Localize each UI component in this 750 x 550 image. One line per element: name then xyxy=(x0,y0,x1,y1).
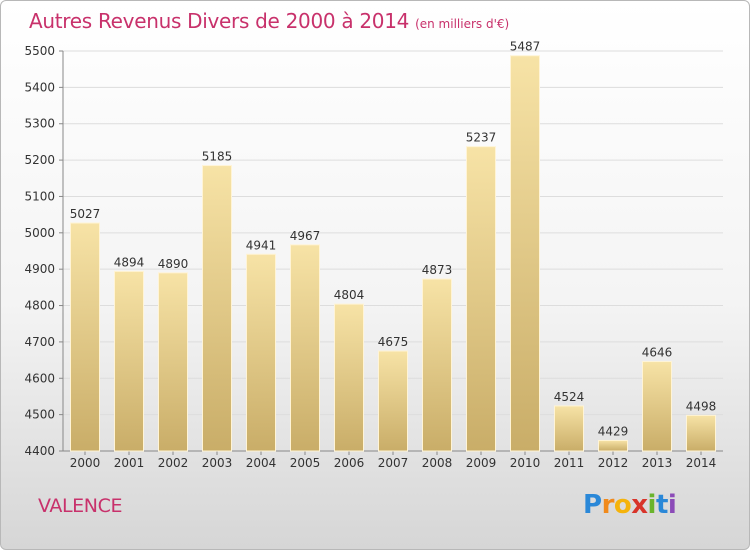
bar xyxy=(510,55,540,452)
bar xyxy=(70,222,100,452)
logo-letter: x xyxy=(631,490,648,520)
bar xyxy=(422,278,452,452)
bar xyxy=(202,165,232,452)
y-tick-label: 5300 xyxy=(24,117,55,131)
bar-value-label: 4873 xyxy=(422,263,453,277)
x-tick-label: 2014 xyxy=(686,456,717,470)
bar xyxy=(246,253,276,452)
x-tick-label: 2000 xyxy=(70,456,101,470)
y-tick-label: 5500 xyxy=(24,44,55,58)
x-tick-label: 2010 xyxy=(510,456,541,470)
x-tick-label: 2004 xyxy=(246,456,277,470)
y-tick-label: 5200 xyxy=(24,153,55,167)
city-name: VALENCE xyxy=(38,495,123,517)
x-tick-label: 2009 xyxy=(466,456,497,470)
y-tick-label: 5000 xyxy=(24,226,55,240)
y-tick-label: 5100 xyxy=(24,189,55,203)
bar-value-label: 4804 xyxy=(334,288,365,302)
bar xyxy=(686,414,716,452)
bar xyxy=(114,270,144,452)
logo-letter: o xyxy=(613,490,632,520)
chart-title-text: Autres Revenus Divers de 2000 à 2014 xyxy=(29,9,410,33)
bar-value-label: 4941 xyxy=(246,238,277,252)
x-tick-label: 2011 xyxy=(554,456,585,470)
x-tick-label: 2002 xyxy=(158,456,189,470)
bar-value-label: 4646 xyxy=(642,346,673,360)
bar-value-label: 4890 xyxy=(158,257,189,271)
logo-letter: i xyxy=(667,490,677,520)
labels: 4400 4500 4600 4700 4800 4900 5000 5100 5200 5300… xyxy=(24,40,716,470)
logo-letter: P xyxy=(583,490,602,520)
bar xyxy=(290,244,320,452)
bar-value-label: 4498 xyxy=(686,399,717,413)
proxiti-logo: Proxiti xyxy=(583,490,677,520)
bar xyxy=(598,439,628,452)
x-tick-label: 2008 xyxy=(422,456,453,470)
bars xyxy=(70,55,716,452)
bar xyxy=(554,405,584,452)
y-tick-label: 4500 xyxy=(24,408,55,422)
logo-letter: t xyxy=(655,490,668,520)
chart-subtitle: (en milliers d'€) xyxy=(415,17,510,31)
x-tick-label: 2003 xyxy=(202,456,233,470)
y-tick-label: 5400 xyxy=(24,80,55,94)
logo-letter: r xyxy=(601,490,615,520)
x-tick-label: 2001 xyxy=(114,456,145,470)
y-tick-label: 4600 xyxy=(24,371,55,385)
bar xyxy=(158,272,188,452)
bar xyxy=(334,303,364,452)
x-tick-label: 2012 xyxy=(598,456,629,470)
bar-value-label: 4524 xyxy=(554,390,585,404)
y-tick-label: 4900 xyxy=(24,262,55,276)
bar-value-label: 5237 xyxy=(466,131,497,145)
y-tick-label: 4800 xyxy=(24,299,55,313)
bar xyxy=(378,350,408,452)
bar-value-label: 5487 xyxy=(510,40,541,54)
y-tick-label: 4700 xyxy=(24,335,55,349)
bar-value-label: 5185 xyxy=(202,150,233,164)
bar xyxy=(642,361,672,452)
x-tick-label: 2007 xyxy=(378,456,409,470)
chart-title: Autres Revenus Divers de 2000 à 2014 (en … xyxy=(29,9,509,33)
bar-value-label: 4675 xyxy=(378,335,409,349)
x-tick-label: 2013 xyxy=(642,456,673,470)
bar-value-label: 4429 xyxy=(598,424,629,438)
bar-value-label: 4967 xyxy=(290,229,321,243)
x-tick-label: 2005 xyxy=(290,456,321,470)
bar xyxy=(466,146,496,452)
bar-value-label: 4894 xyxy=(114,255,145,269)
y-tick-label: 4400 xyxy=(24,444,55,458)
x-tick-label: 2006 xyxy=(334,456,365,470)
logo-letter: i xyxy=(647,490,657,520)
bar-value-label: 5027 xyxy=(70,207,101,221)
